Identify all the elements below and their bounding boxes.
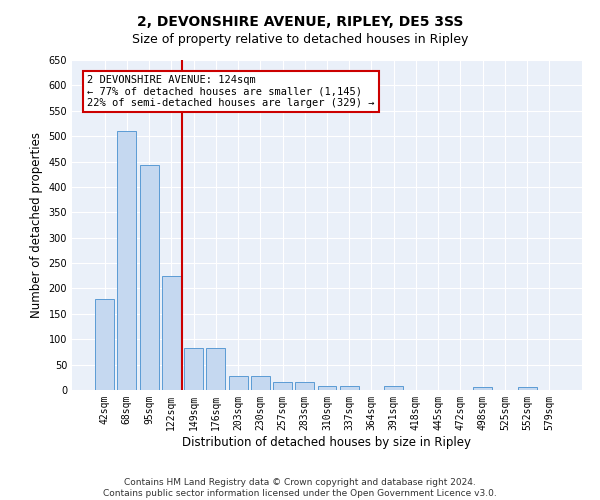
Bar [162,276,181,390]
Text: 2, DEVONSHIRE AVENUE, RIPLEY, DE5 3SS: 2, DEVONSHIRE AVENUE, RIPLEY, DE5 3SS [137,15,463,29]
Bar [295,382,314,390]
Bar [518,388,536,390]
Bar [251,376,270,390]
Y-axis label: Number of detached properties: Number of detached properties [30,132,43,318]
Bar [118,131,136,390]
Bar [273,382,292,390]
X-axis label: Distribution of detached houses by size in Ripley: Distribution of detached houses by size … [182,436,472,448]
Text: Contains HM Land Registry data © Crown copyright and database right 2024.
Contai: Contains HM Land Registry data © Crown c… [103,478,497,498]
Bar [229,376,248,390]
Bar [473,388,492,390]
Text: Size of property relative to detached houses in Ripley: Size of property relative to detached ho… [132,32,468,46]
Bar [95,298,114,390]
Bar [340,386,359,390]
Text: 2 DEVONSHIRE AVENUE: 124sqm
← 77% of detached houses are smaller (1,145)
22% of : 2 DEVONSHIRE AVENUE: 124sqm ← 77% of det… [88,75,375,108]
Bar [384,386,403,390]
Bar [206,348,225,390]
Bar [317,386,337,390]
Bar [140,165,158,390]
Bar [184,348,203,390]
